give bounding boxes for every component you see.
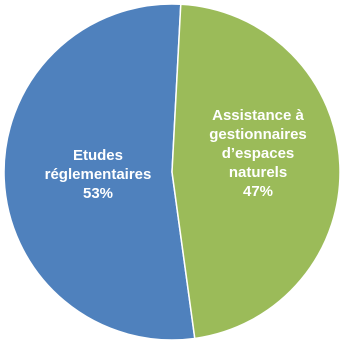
pie-slice-2 bbox=[171, 3, 341, 340]
pie-labels: Etudes réglementaires 53% Assistance à gesti… bbox=[45, 107, 307, 202]
pie-slice-2-label-line-1: Assistance à bbox=[212, 107, 304, 124]
pie-slice-2-label-line-4: naturels bbox=[229, 164, 287, 181]
pie-slice-2-value-label: 47% bbox=[243, 183, 273, 200]
pie-slice-1-label-line-1: Etudes bbox=[73, 147, 123, 164]
pie-slice-2-label-line-3: d’espaces bbox=[222, 145, 295, 162]
pie-slices bbox=[3, 3, 341, 341]
pie-slice-2-label-line-2: gestionnaires bbox=[209, 126, 307, 143]
pie-slice-1-value-label: 53% bbox=[83, 185, 113, 202]
pie-slice-1 bbox=[3, 3, 196, 341]
pie-slice-1-label-line-2: réglementaires bbox=[45, 166, 152, 183]
